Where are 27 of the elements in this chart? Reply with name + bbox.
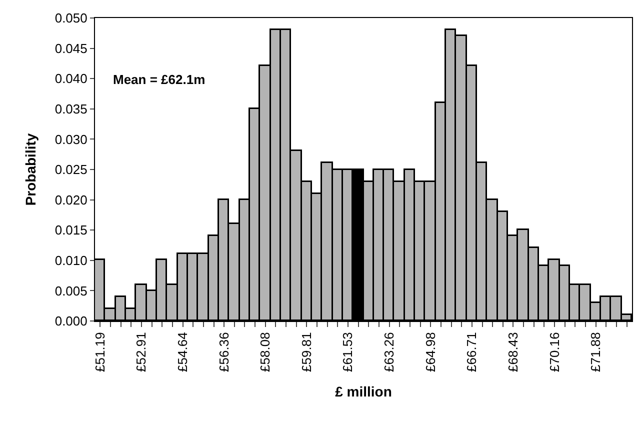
- y-tick-label: 0.025: [54, 162, 88, 178]
- x-tick-label: £54.64: [175, 332, 190, 372]
- y-axis-title: Probability: [22, 133, 38, 206]
- x-tick-label: £64.98: [422, 332, 438, 372]
- y-tick-label: 0.005: [54, 283, 88, 298]
- y-tick-label: 0.000: [54, 314, 88, 329]
- x-tick-label: £66.71: [464, 332, 480, 372]
- x-tick-label: £56.36: [216, 332, 232, 372]
- x-tick-label: £63.26: [382, 332, 397, 372]
- annotation: Mean = £62.1m: [113, 72, 206, 87]
- x-axis-title: £ million: [335, 383, 392, 400]
- x-tick-label: £52.91: [134, 332, 149, 372]
- x-tick-label: £61.53: [340, 332, 356, 372]
- y-tick-label: 0.035: [54, 101, 88, 116]
- x-tick-label: £68.43: [505, 332, 520, 372]
- y-tick-label: 0.040: [54, 71, 88, 86]
- y-tick-label: 0.015: [54, 222, 88, 238]
- x-tick-label: £58.08: [258, 332, 273, 372]
- x-tick-label: £59.81: [298, 332, 314, 372]
- x-tick-label: £71.88: [588, 332, 604, 372]
- y-tick-label: 0.020: [54, 192, 88, 208]
- y-tick-label: 0.030: [54, 132, 88, 147]
- x-tick-label: £70.16: [546, 332, 562, 372]
- y-tick-label: 0.010: [54, 252, 88, 268]
- y-tick-label: 0.045: [54, 40, 88, 56]
- y-tick-label: 0.050: [54, 10, 88, 26]
- x-tick-label: £51.19: [92, 332, 108, 372]
